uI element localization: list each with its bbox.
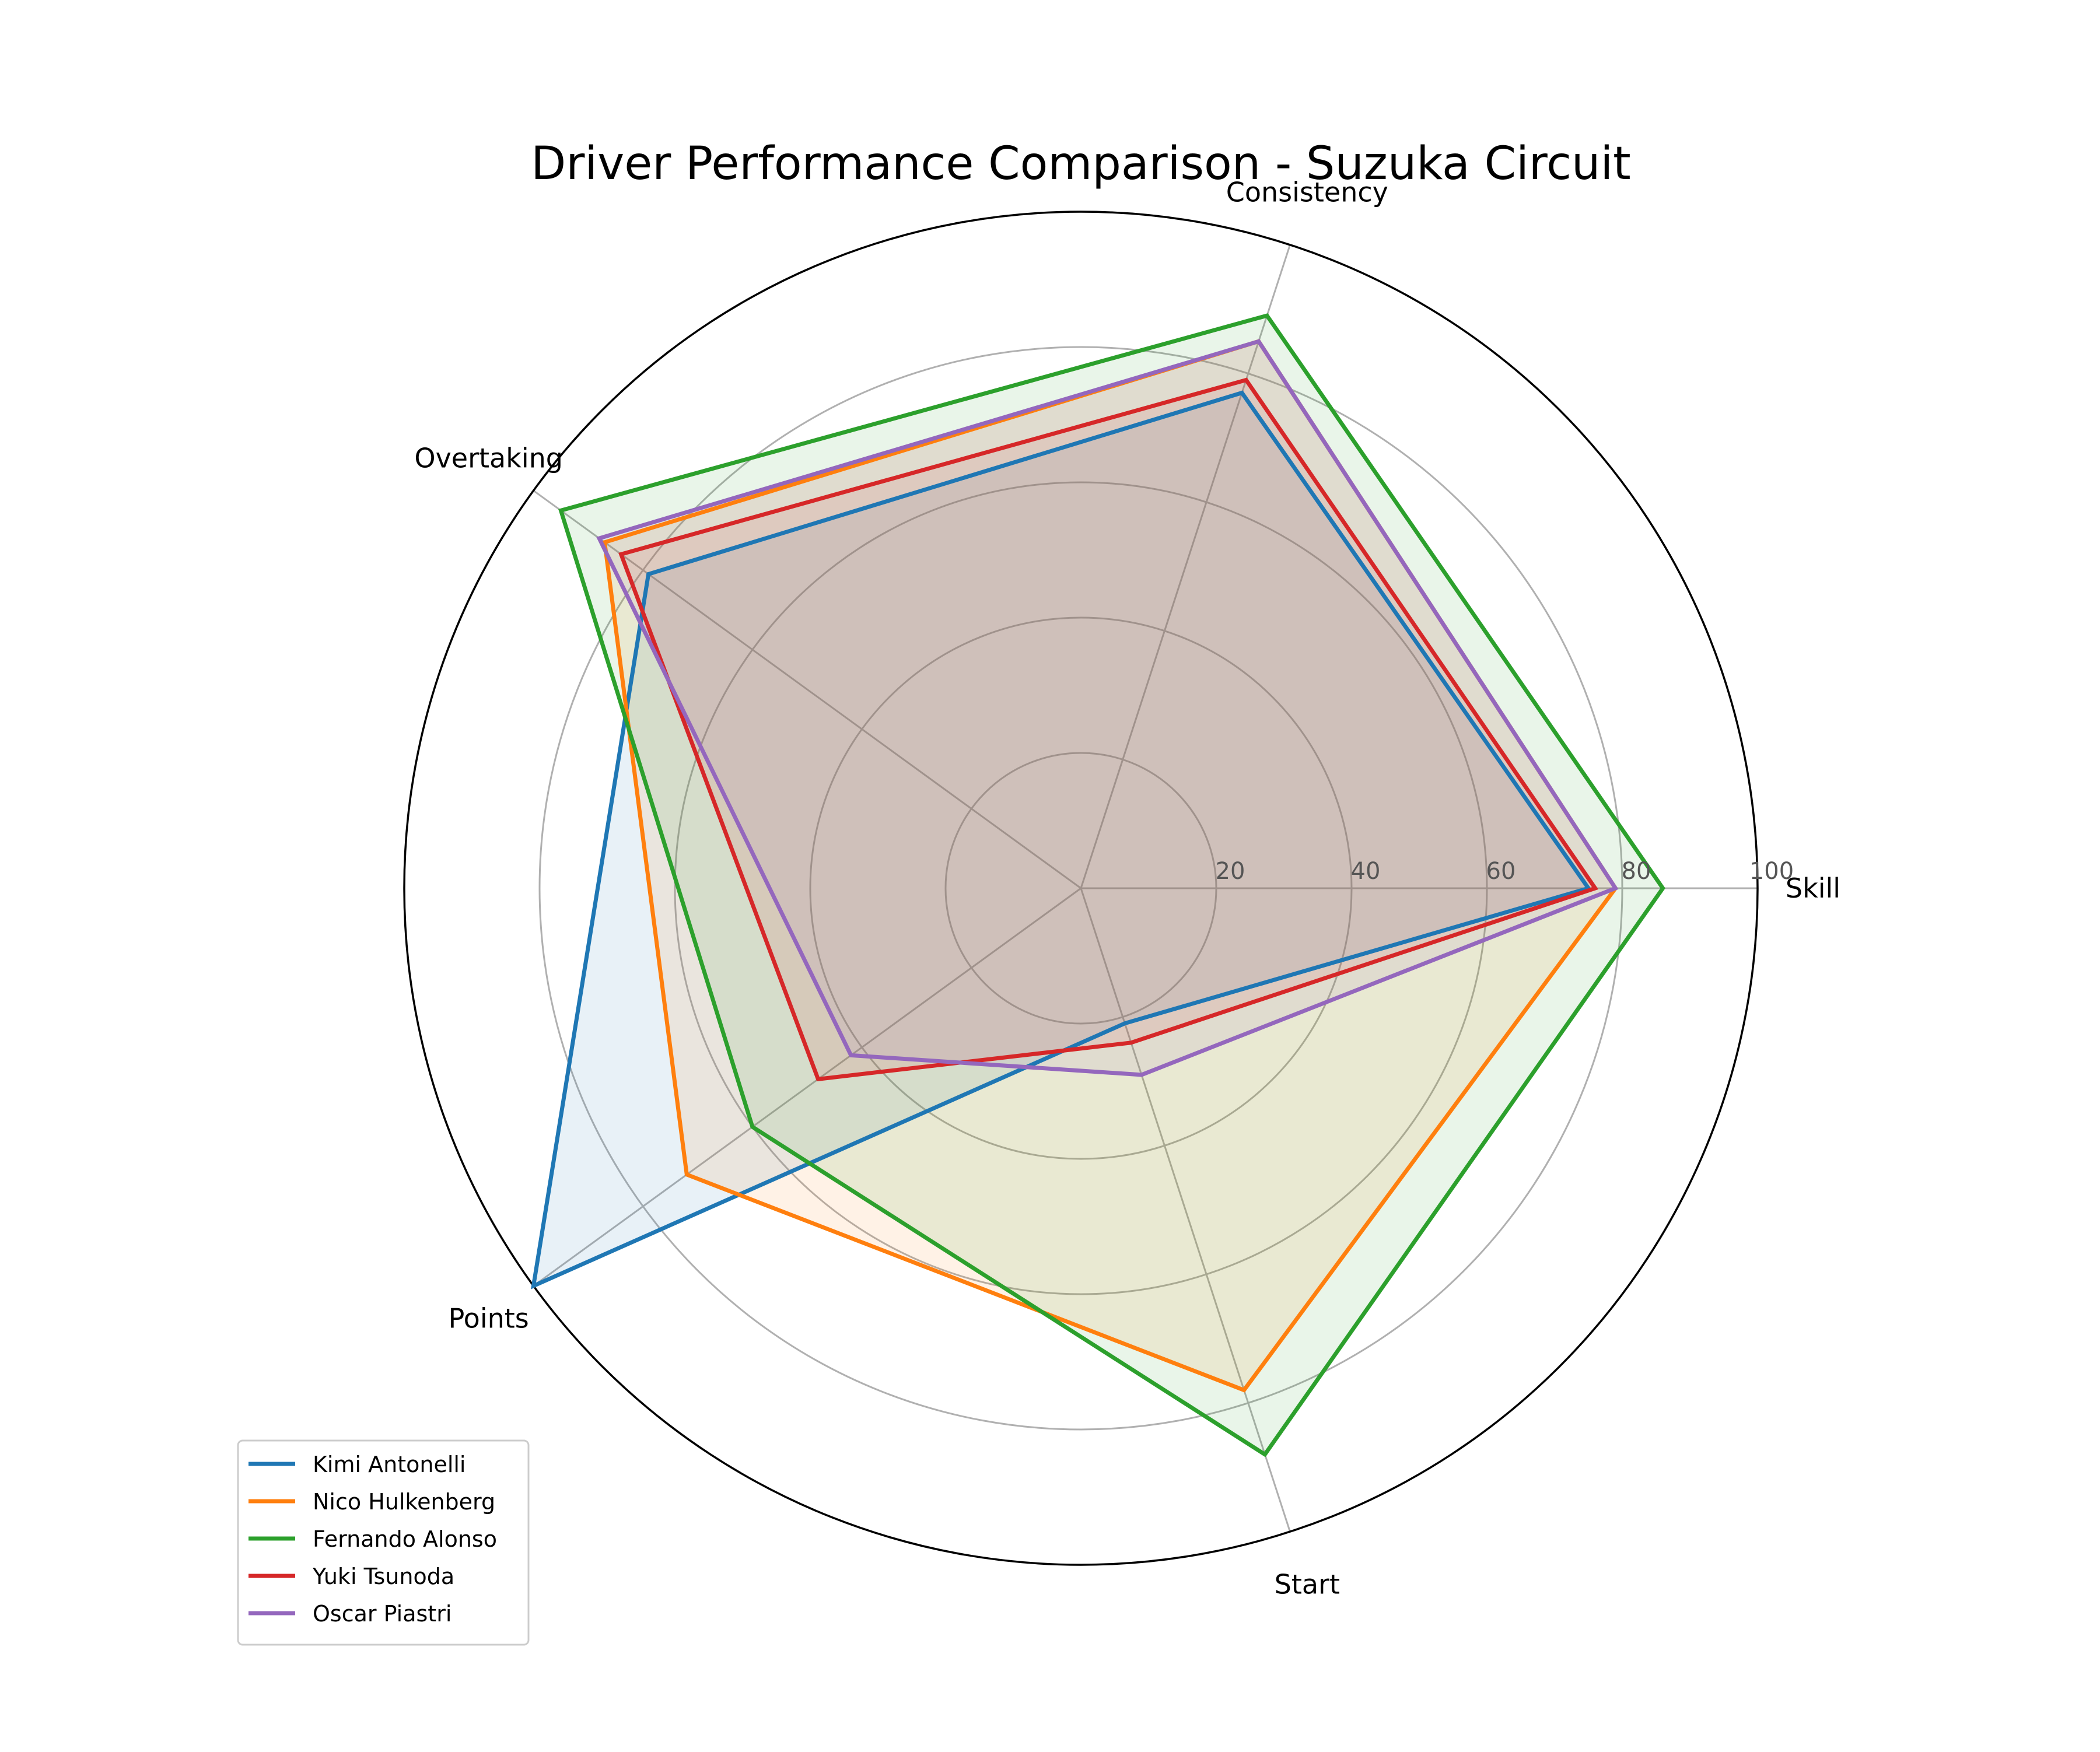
- series-line-kimi-antonelli: [531, 390, 1592, 1290]
- radial-tick-label: 80: [1622, 858, 1651, 885]
- radial-tick-label: 20: [1216, 858, 1245, 885]
- series-line-yuki-tsunoda: [618, 377, 1599, 1082]
- series-fill-kimi-antonelli: [533, 393, 1588, 1286]
- spoke-start: [1080, 888, 1291, 1532]
- legend-frame: [237, 1439, 530, 1646]
- series-fill-nico-hulkenberg: [604, 341, 1616, 1390]
- series-line-fernando-alonso: [558, 313, 1665, 1457]
- spoke-points: [533, 887, 1082, 1287]
- series-layer: [531, 313, 1665, 1457]
- axis-label-points: Points: [449, 1303, 529, 1334]
- radial-grid: [403, 211, 1759, 1566]
- legend-label-nico-hulkenberg: Nico Hulkenberg: [313, 1489, 495, 1515]
- radial-tick-label: 60: [1486, 858, 1516, 885]
- chart-title: Driver Performance Comparison - Suzuka C…: [531, 138, 1630, 190]
- radial-tick-label: 100: [1749, 858, 1794, 885]
- legend-label-oscar-piastri: Oscar Piastri: [313, 1601, 452, 1627]
- axis-label-consistency: Consistency: [1226, 176, 1388, 208]
- legend-label-fernando-alonso: Fernando Alonso: [313, 1526, 497, 1552]
- series-fill-oscar-piastri: [599, 341, 1616, 1075]
- series-fill-yuki-tsunoda: [621, 380, 1595, 1080]
- legend: Kimi Antonelli Nico Hulkenberg Fernando Al…: [237, 1439, 530, 1646]
- outer-boundary: [403, 211, 1759, 1566]
- axis-label-skill: Skill: [1786, 873, 1840, 904]
- spoke-consistency: [1080, 244, 1291, 889]
- spoke-overtaking: [533, 489, 1082, 889]
- series-line-oscar-piastri: [596, 339, 1619, 1077]
- axis-label-start: Start: [1275, 1569, 1340, 1600]
- legend-label-yuki-tsunoda: Yuki Tsunoda: [312, 1564, 454, 1589]
- radial-tick-label: 40: [1351, 858, 1381, 885]
- legend-label-kimi-antonelli: Kimi Antonelli: [313, 1452, 466, 1477]
- axis-label-overtaking: Overtaking: [414, 442, 563, 474]
